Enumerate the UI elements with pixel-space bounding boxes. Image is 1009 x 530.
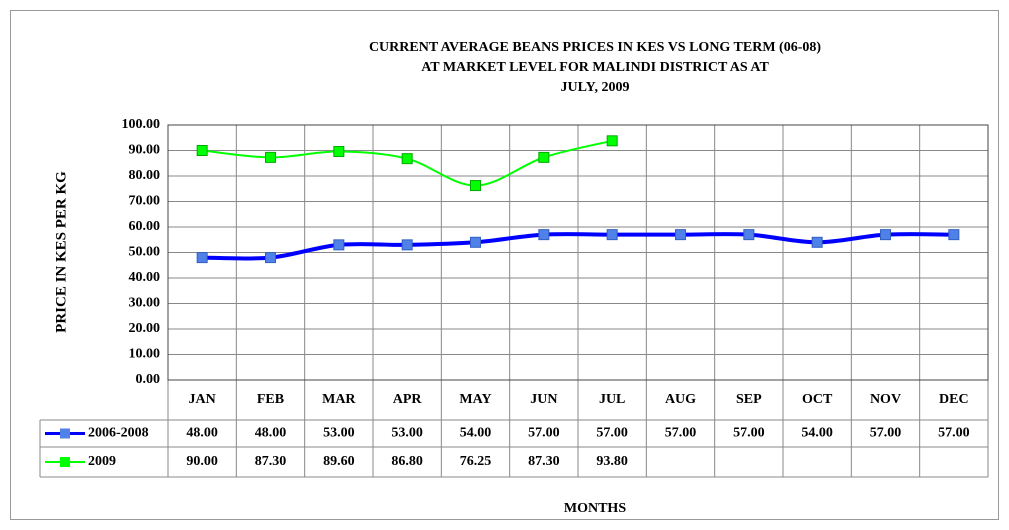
y-tick-label: 90.00 bbox=[129, 143, 161, 158]
y-tick-label: 60.00 bbox=[129, 219, 161, 234]
point-marker bbox=[948, 229, 960, 241]
chart-frame bbox=[10, 10, 999, 520]
series-line bbox=[202, 232, 954, 261]
point-marker bbox=[401, 153, 413, 165]
x-tick-label: MAR bbox=[322, 392, 356, 407]
y-tick-label: 80.00 bbox=[129, 168, 161, 183]
x-tick-label: MAY bbox=[459, 392, 491, 407]
point-marker bbox=[606, 229, 618, 241]
table-value: 57.00 bbox=[528, 426, 560, 441]
table-value: 48.00 bbox=[186, 426, 218, 441]
x-axis-label: MONTHS bbox=[564, 501, 626, 516]
table-value: 57.00 bbox=[665, 426, 697, 441]
y-tick-label: 20.00 bbox=[129, 321, 161, 336]
table-value: 57.00 bbox=[596, 426, 628, 441]
plot-border bbox=[167, 124, 989, 381]
table-value: 57.00 bbox=[870, 426, 902, 441]
x-tick-label: JAN bbox=[189, 392, 216, 407]
y-tick-label: 40.00 bbox=[129, 270, 161, 285]
chart-title: AT MARKET LEVEL FOR MALINDI DISTRICT AS … bbox=[421, 60, 769, 75]
point-marker bbox=[196, 145, 208, 156]
table-value: 86.80 bbox=[391, 454, 423, 469]
x-tick-label: APR bbox=[393, 392, 423, 407]
point-marker bbox=[538, 151, 550, 163]
legend-marker bbox=[60, 428, 70, 439]
y-tick-label: 10.00 bbox=[129, 347, 161, 362]
point-marker bbox=[470, 236, 481, 248]
x-tick-label: NOV bbox=[870, 392, 901, 407]
table-value: 53.00 bbox=[323, 426, 355, 441]
x-tick-label: JUL bbox=[599, 392, 625, 407]
legend-label: 2009 bbox=[88, 454, 116, 469]
y-axis-label: PRICE IN KES PER KG bbox=[53, 171, 69, 333]
point-marker bbox=[333, 146, 345, 158]
x-tick-label: SEP bbox=[736, 392, 762, 407]
y-tick-label: 50.00 bbox=[129, 245, 161, 260]
table-value: 89.60 bbox=[323, 454, 355, 469]
table-value: 57.00 bbox=[938, 426, 970, 441]
point-marker bbox=[401, 239, 413, 251]
point-marker bbox=[470, 180, 481, 192]
legend-marker bbox=[60, 457, 70, 467]
x-tick-label: JUN bbox=[530, 392, 557, 407]
table-value: 87.30 bbox=[255, 454, 287, 469]
chart-title: CURRENT AVERAGE BEANS PRICES IN KES VS L… bbox=[369, 40, 821, 55]
point-marker bbox=[675, 229, 686, 241]
point-marker bbox=[880, 229, 891, 241]
x-tick-label: OCT bbox=[802, 392, 833, 407]
x-tick-label: DEC bbox=[939, 392, 969, 407]
point-marker bbox=[606, 135, 618, 147]
point-marker bbox=[743, 229, 755, 241]
chart-title: JULY, 2009 bbox=[561, 80, 630, 95]
table-value: 57.00 bbox=[733, 426, 765, 441]
y-tick-label: 70.00 bbox=[129, 194, 161, 209]
table-value: 53.00 bbox=[391, 426, 423, 441]
x-tick-label: FEB bbox=[257, 392, 284, 407]
table-value: 48.00 bbox=[255, 426, 287, 441]
table-value: 90.00 bbox=[186, 454, 218, 469]
table-value: 76.25 bbox=[460, 454, 492, 469]
legend-label: 2006-2008 bbox=[88, 426, 149, 441]
point-marker bbox=[265, 252, 276, 264]
point-marker bbox=[538, 229, 550, 241]
table-value: 54.00 bbox=[801, 426, 833, 441]
x-tick-label: AUG bbox=[665, 392, 696, 407]
point-marker bbox=[811, 236, 823, 248]
y-tick-label: 30.00 bbox=[129, 296, 161, 311]
point-marker bbox=[333, 239, 345, 251]
y-tick-label: 0.00 bbox=[136, 372, 161, 387]
table-value: 87.30 bbox=[528, 454, 560, 469]
table-value: 54.00 bbox=[460, 426, 492, 441]
point-marker bbox=[265, 151, 276, 163]
table-value: 93.80 bbox=[596, 454, 628, 469]
point-marker bbox=[196, 252, 208, 264]
y-tick-label: 100.00 bbox=[122, 117, 161, 132]
